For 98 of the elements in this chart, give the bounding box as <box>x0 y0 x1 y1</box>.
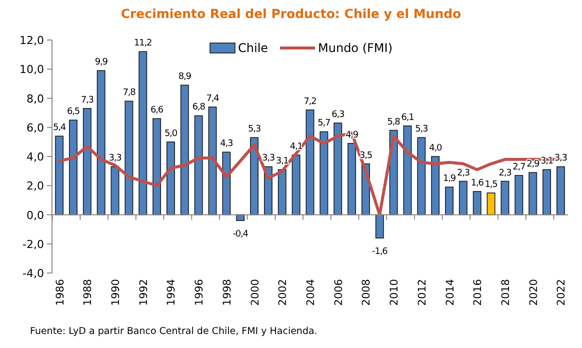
bar <box>348 142 356 216</box>
x-tick-label: 2004 <box>305 278 317 306</box>
data-label: 6,5 <box>66 107 80 118</box>
bar <box>138 51 148 216</box>
data-label: 5,7 <box>318 118 330 129</box>
data-label: 2,3 <box>456 168 470 178</box>
x-tick-label: 2002 <box>277 279 290 306</box>
data-label: 6,3 <box>332 110 344 120</box>
bar <box>403 126 412 216</box>
data-label: 4,0 <box>429 144 442 154</box>
data-label: 7,4 <box>206 94 220 104</box>
bar <box>250 137 259 216</box>
bar <box>472 191 482 216</box>
bar <box>320 131 328 216</box>
x-tick-label: 2008 <box>360 279 373 306</box>
data-label: -1,6 <box>372 247 388 258</box>
bar <box>124 100 134 216</box>
bar <box>152 118 162 216</box>
bar <box>458 180 468 216</box>
data-label: 8,9 <box>178 72 192 82</box>
y-tick-label: 6,0 <box>26 121 44 134</box>
bar <box>208 106 217 216</box>
source-note: Fuente: LyD a partir Banco Central de Chile, FMI y Hacienda. <box>30 326 318 337</box>
data-label: 7,8 <box>122 88 136 98</box>
bar <box>528 172 538 216</box>
bar <box>180 84 189 216</box>
bar <box>417 137 426 216</box>
data-label: 5,0 <box>164 128 178 139</box>
bar <box>486 192 496 216</box>
bar <box>55 136 64 216</box>
x-tick-label: 2022 <box>556 279 568 306</box>
x-tick-label: 2016 <box>472 278 484 306</box>
data-label: 6,6 <box>150 106 164 116</box>
bar <box>500 180 510 216</box>
x-tick-label: 1988 <box>82 279 94 306</box>
data-label: 3,3 <box>108 154 122 164</box>
data-label: 9,9 <box>94 58 108 68</box>
x-tick-label: 1992 <box>138 279 150 306</box>
bar <box>166 142 175 216</box>
bar <box>334 122 342 216</box>
bar <box>96 70 106 216</box>
y-tick-label: 8,0 <box>26 92 44 106</box>
data-label: 3,1 <box>276 156 288 167</box>
data-label: -0,4 <box>232 230 249 240</box>
x-tick-label: 1998 <box>221 279 234 306</box>
y-tick-label: -2,0 <box>22 238 44 251</box>
data-label: 6,1 <box>401 112 414 123</box>
data-label: 11,2 <box>134 38 152 49</box>
y-tick-label: 12,0 <box>20 34 44 47</box>
data-label: 2,3 <box>498 168 512 178</box>
bar <box>445 186 454 216</box>
bar <box>278 169 286 216</box>
data-label: 5,8 <box>387 117 401 128</box>
bar <box>110 166 120 216</box>
x-tick-label: 2020 <box>528 279 540 306</box>
data-label: 1,9 <box>443 174 456 184</box>
x-tick-label: 2012 <box>416 279 428 306</box>
x-tick-label: 1994 <box>166 278 178 306</box>
x-tick-label: 2006 <box>332 278 345 306</box>
data-label: 7,3 <box>80 95 94 106</box>
x-tick-label: 2010 <box>388 279 401 306</box>
legend-label: Chile <box>238 41 268 55</box>
data-label: 2,9 <box>526 160 540 170</box>
data-label: 5,3 <box>415 124 428 135</box>
legend-label: Mundo (FMI) <box>318 41 392 55</box>
data-label: 3,3 <box>262 154 274 164</box>
data-label: 1,6 <box>470 178 484 188</box>
data-label: 5,3 <box>248 124 261 135</box>
data-label: 1,5 <box>484 180 498 190</box>
bar <box>431 156 440 216</box>
x-tick-label: 2000 <box>249 279 262 306</box>
data-label: 7,2 <box>304 96 316 107</box>
data-label: 5,4 <box>53 123 66 134</box>
data-label: 2,7 <box>512 162 526 172</box>
x-tick-label: 1996 <box>194 278 206 306</box>
bar <box>194 115 203 216</box>
x-tick-label: 1986 <box>54 278 66 306</box>
y-tick-label: 10,0 <box>20 63 44 76</box>
data-label: 6,8 <box>192 102 206 113</box>
bar <box>306 110 314 216</box>
y-tick-label: -4,0 <box>22 267 44 280</box>
y-tick-label: 2,0 <box>26 180 44 193</box>
y-tick-label: 0,0 <box>26 208 44 222</box>
bar <box>556 166 565 216</box>
chart-title: Crecimiento Real del Producto: Chile y el Mundo <box>120 6 462 21</box>
bar <box>542 169 551 216</box>
bar <box>82 108 92 216</box>
bar <box>69 120 78 216</box>
x-tick-label: 1990 <box>110 279 122 306</box>
bar <box>222 152 231 216</box>
bar <box>292 154 300 216</box>
bar <box>514 175 524 216</box>
y-tick-label: 4,0 <box>26 150 44 164</box>
data-label: 4,3 <box>220 139 233 150</box>
data-label: 3,3 <box>554 154 567 164</box>
x-tick-label: 2018 <box>500 279 512 306</box>
bar <box>375 214 384 238</box>
x-tick-label: 2014 <box>444 278 456 306</box>
